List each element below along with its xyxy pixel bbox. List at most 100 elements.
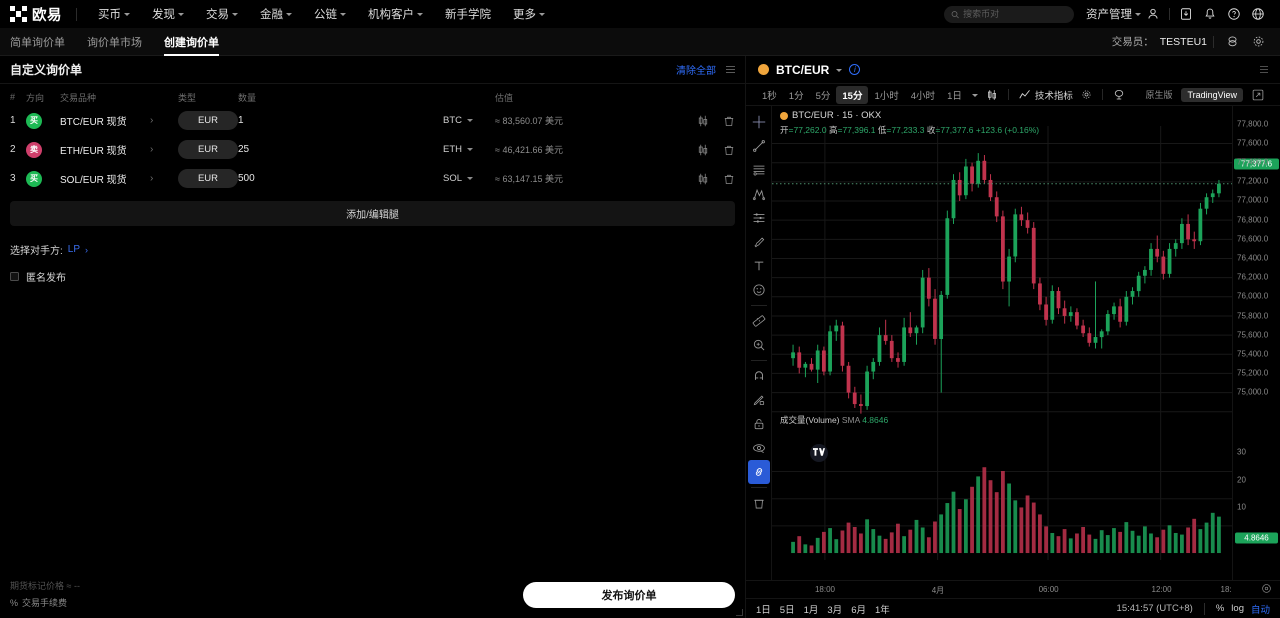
- horizontal-lines-tool-icon[interactable]: [748, 158, 770, 182]
- tab-rfq-market[interactable]: 询价单市场: [87, 28, 142, 56]
- type-pill[interactable]: EUR: [178, 169, 238, 188]
- chart-pair-name[interactable]: BTC/EUR: [776, 62, 830, 77]
- time-axis-settings-button[interactable]: [1261, 583, 1272, 594]
- fullscreen-button[interactable]: [1246, 84, 1270, 106]
- percent-scale-button[interactable]: %: [1215, 603, 1225, 614]
- row-instrument-expand[interactable]: ›: [150, 144, 178, 155]
- log-scale-button[interactable]: log: [1231, 603, 1244, 614]
- row-currency-select[interactable]: ETH: [443, 144, 495, 155]
- nav-item-more[interactable]: 更多: [502, 6, 556, 22]
- forecast-tool-icon[interactable]: [748, 206, 770, 230]
- chart-panel-drag-handle[interactable]: [1260, 66, 1268, 73]
- chart-plot-area[interactable]: BTC/EUR · 15 · OKX 开=77,262.0 高=77,396.1…: [772, 106, 1232, 580]
- timeframe-1d[interactable]: 1日: [947, 90, 962, 102]
- language-button[interactable]: [1246, 3, 1270, 25]
- okx-logo[interactable]: 欧易: [10, 4, 62, 25]
- candlestick-chart-icon[interactable]: [697, 173, 709, 185]
- remove-drawings-trash-icon[interactable]: [748, 491, 770, 515]
- nav-item-trade[interactable]: 交易: [195, 6, 249, 22]
- type-pill[interactable]: EUR: [178, 140, 238, 159]
- tradingview-version-button[interactable]: TradingView: [1181, 87, 1243, 102]
- row-side[interactable]: 买: [26, 170, 60, 187]
- candlestick-chart-icon[interactable]: [697, 144, 709, 156]
- row-side[interactable]: 卖: [26, 141, 60, 158]
- anonymous-checkbox[interactable]: [10, 272, 19, 281]
- trend-line-tool-icon[interactable]: [748, 134, 770, 158]
- delete-icon[interactable]: [723, 173, 735, 185]
- time-axis[interactable]: 18:00 4月 06:00 12:00 18:: [746, 580, 1280, 598]
- lock-tool-icon[interactable]: [748, 412, 770, 436]
- row-quantity-input[interactable]: 1: [238, 115, 244, 126]
- nav-item-institutional[interactable]: 机构客户: [357, 6, 434, 22]
- search-input[interactable]: [963, 9, 1067, 19]
- asset-management-menu[interactable]: 资产管理: [1086, 6, 1141, 22]
- type-pill[interactable]: EUR: [178, 111, 238, 130]
- price-axis[interactable]: 77,377.6 4.8646 77,800.0 77,600.0 77,400.0…: [1232, 106, 1280, 580]
- candlestick-chart-icon[interactable]: [697, 115, 709, 127]
- timeframe-1s[interactable]: 1秒: [762, 90, 777, 102]
- magnet-tool-icon[interactable]: [748, 364, 770, 388]
- nav-item-buy-crypto[interactable]: 买币: [87, 6, 141, 22]
- brush-tool-icon[interactable]: [748, 230, 770, 254]
- panel-resize-grip[interactable]: [735, 608, 743, 616]
- text-tool-icon[interactable]: [748, 254, 770, 278]
- draw-mode-tool-icon[interactable]: [748, 388, 770, 412]
- timeframe-15m[interactable]: 15分: [836, 85, 869, 104]
- row-type[interactable]: EUR: [178, 111, 238, 130]
- timeframe-1m[interactable]: 1分: [788, 90, 804, 102]
- row-side[interactable]: 买: [26, 112, 60, 129]
- row-currency-select[interactable]: SOL: [443, 173, 495, 184]
- range-5d[interactable]: 5日: [779, 604, 795, 616]
- chart-settings-button[interactable]: [1077, 89, 1096, 100]
- nav-item-discover[interactable]: 发现: [141, 6, 195, 22]
- screenshot-button[interactable]: [1109, 89, 1129, 100]
- row-quantity-input[interactable]: 500: [238, 173, 255, 184]
- native-version-button[interactable]: 原生版: [1145, 90, 1173, 100]
- measure-tool-icon[interactable]: [748, 309, 770, 333]
- tab-simple-rfq[interactable]: 简单询价单: [10, 28, 65, 56]
- row-quantity-input[interactable]: 25: [238, 144, 250, 155]
- counterparty-value[interactable]: LP: [67, 244, 81, 255]
- hide-drawings-eye-icon[interactable]: [748, 436, 770, 460]
- add-edit-leg-button[interactable]: 添加/编辑腿: [10, 201, 735, 226]
- clear-all-button[interactable]: 清除全部: [676, 66, 716, 77]
- row-type[interactable]: EUR: [178, 140, 238, 159]
- theme-toggle-button[interactable]: [1220, 31, 1244, 53]
- chevron-down-icon[interactable]: [836, 68, 843, 72]
- nav-item-finance[interactable]: 金融: [249, 6, 303, 22]
- timeframe-4h[interactable]: 4小时: [910, 90, 936, 102]
- publish-rfq-button[interactable]: 发布询价单: [523, 582, 735, 608]
- download-app-button[interactable]: [1174, 3, 1198, 25]
- crosshair-tool-icon[interactable]: [748, 110, 770, 134]
- row-type[interactable]: EUR: [178, 169, 238, 188]
- row-instrument-expand[interactable]: ›: [150, 115, 178, 126]
- panel-drag-handle[interactable]: [726, 66, 735, 73]
- range-3mo[interactable]: 3月: [827, 604, 843, 616]
- emoji-tool-icon[interactable]: [748, 278, 770, 302]
- notifications-button[interactable]: [1198, 3, 1222, 25]
- row-instrument-expand[interactable]: ›: [150, 173, 178, 184]
- nav-item-academy[interactable]: 新手学院: [434, 6, 502, 22]
- zoom-tool-icon[interactable]: [748, 333, 770, 357]
- chart-type-button[interactable]: [982, 89, 1002, 101]
- auto-scale-button[interactable]: 自动: [1250, 604, 1270, 616]
- range-6mo[interactable]: 6月: [851, 604, 866, 616]
- range-1d[interactable]: 1日: [756, 604, 771, 616]
- delete-icon[interactable]: [723, 144, 735, 156]
- pattern-tool-icon[interactable]: [748, 182, 770, 206]
- timeframe-5m[interactable]: 5分: [815, 90, 831, 102]
- info-icon[interactable]: i: [849, 64, 861, 75]
- indicators-button[interactable]: 技术指标: [1015, 88, 1077, 102]
- nav-item-chain[interactable]: 公链: [303, 6, 357, 22]
- sync-drawings-link-icon[interactable]: [747, 460, 770, 484]
- delete-icon[interactable]: [723, 115, 735, 127]
- tab-create-rfq[interactable]: 创建询价单: [164, 28, 219, 56]
- row-currency-select[interactable]: BTC: [443, 115, 495, 126]
- user-account-button[interactable]: [1141, 3, 1165, 25]
- row-instrument[interactable]: SOL/EUR 现货: [60, 175, 127, 186]
- tradingview-logo[interactable]: [810, 444, 828, 462]
- row-instrument[interactable]: BTC/EUR 现货: [60, 117, 127, 128]
- timeframe-more-button[interactable]: [968, 93, 982, 97]
- row-instrument[interactable]: ETH/EUR 现货: [60, 146, 127, 157]
- search-box[interactable]: [944, 5, 1074, 23]
